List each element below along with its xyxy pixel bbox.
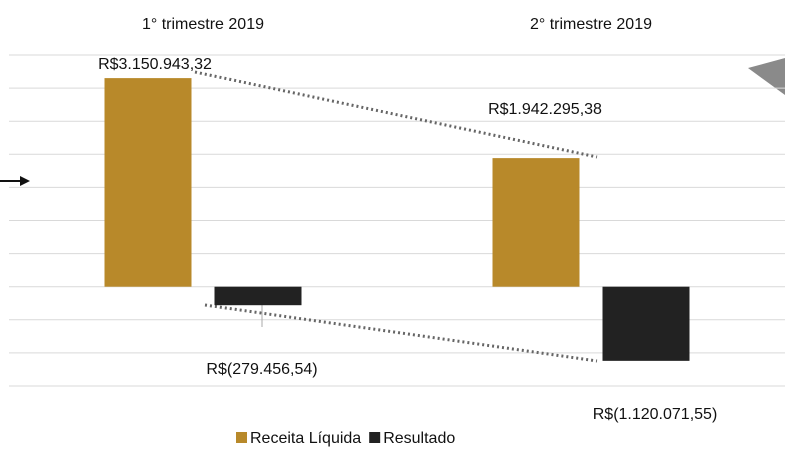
category-label: 1° trimestre 2019 [142, 16, 264, 33]
legend-label: Resultado [383, 430, 455, 447]
shape [748, 58, 785, 95]
category-label: 2° trimestre 2019 [530, 16, 652, 33]
legend-label: Receita Líquida [250, 430, 361, 447]
trend-line [204, 303, 598, 363]
data-label: R$1.942.295,38 [488, 101, 602, 118]
arrow-head [20, 176, 30, 186]
data-label: R$(1.120.071,55) [593, 406, 718, 423]
legend-swatch [236, 432, 247, 443]
bar [492, 158, 580, 287]
data-label: R$3.150.943,32 [98, 56, 212, 73]
data-label: R$(279.456,54) [206, 361, 317, 378]
bar [602, 286, 690, 361]
bar [104, 78, 192, 287]
trend-line [194, 70, 598, 159]
legend-swatch [369, 432, 381, 443]
bar [214, 286, 302, 306]
decorations [0, 58, 785, 186]
